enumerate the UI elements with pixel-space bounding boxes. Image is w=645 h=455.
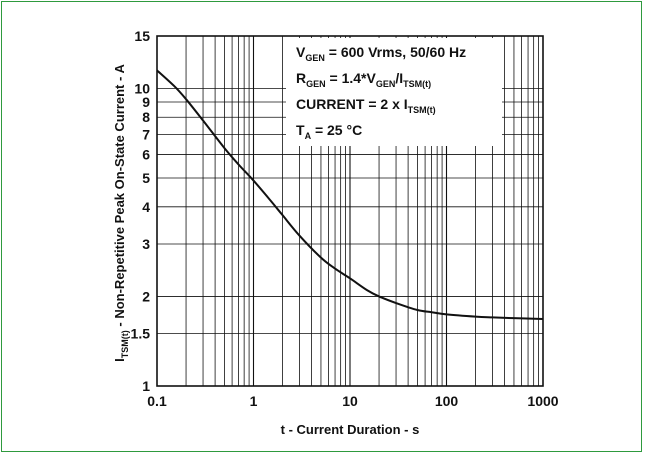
- x-tick-label: 100: [435, 393, 459, 409]
- y-tick-label: 8: [142, 109, 150, 125]
- y-tick-label: 2: [142, 288, 150, 304]
- y-tick-label: 4: [142, 199, 150, 215]
- y-tick-label: 7: [142, 127, 150, 143]
- series-line: [156, 69, 544, 320]
- annotation-box: [286, 38, 502, 146]
- annotation-line: CURRENT = 2 x ITSM(t): [296, 96, 436, 115]
- annotation-line: RGEN = 1.4*VGEN/ITSM(t): [296, 70, 431, 89]
- x-tick-label: 10: [342, 393, 358, 409]
- y-tick-label: 1.5: [131, 326, 151, 342]
- y-tick-label: 15: [134, 28, 150, 44]
- plot-border: [156, 35, 544, 387]
- y-axis-label: ITSM(t) - Non-Repetitive Peak On-State C…: [112, 64, 130, 362]
- annotation-line: VGEN = 600 Vrms, 50/60 Hz: [296, 44, 466, 63]
- y-tick-label: 10: [134, 80, 150, 96]
- y-tick-label: 1: [142, 378, 150, 394]
- y-tick-label: 9: [142, 94, 150, 110]
- y-tick-label: 5: [142, 170, 150, 186]
- x-tick-label: 1: [250, 393, 258, 409]
- x-tick-label: 1000: [527, 393, 558, 409]
- x-axis-label: t - Current Duration - s: [281, 422, 420, 437]
- y-tick-label: 3: [142, 236, 150, 252]
- y-tick-label: 6: [142, 146, 150, 162]
- x-tick-label: 0.1: [147, 393, 167, 409]
- annotation-line: TA = 25 °C: [296, 122, 362, 141]
